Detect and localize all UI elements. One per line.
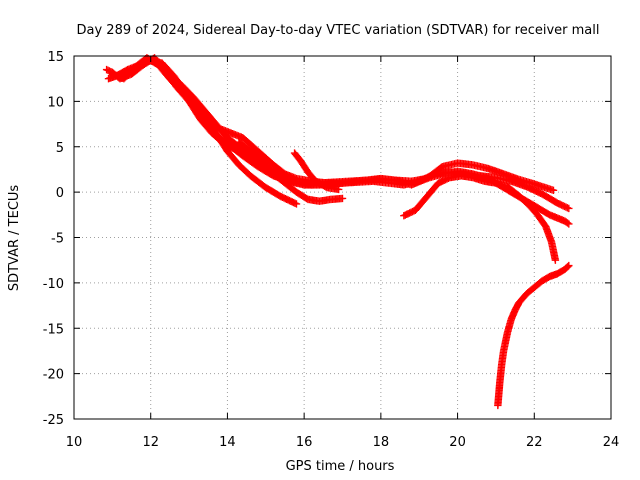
series-track-6 — [235, 138, 347, 205]
y-tick-label: 5 — [56, 141, 64, 156]
x-tick-label: 10 — [66, 435, 83, 450]
data-point — [334, 185, 343, 194]
y-tick-label: 15 — [47, 50, 64, 65]
data-point — [563, 219, 572, 227]
series-track-7 — [290, 149, 343, 194]
x-tick-label: 24 — [603, 435, 620, 450]
data-point — [565, 204, 573, 213]
series-track-9 — [494, 261, 573, 410]
data-point — [338, 194, 347, 203]
data-point — [303, 194, 311, 203]
data-points — [102, 54, 573, 410]
data-point — [551, 256, 560, 264]
data-point — [549, 186, 558, 195]
x-tick-label: 18 — [373, 435, 390, 450]
y-tick-labels: -25 -20 -15 -10 -5 0 5 10 15 — [43, 50, 64, 428]
axis-ticks — [73, 55, 612, 420]
x-tick-label: 12 — [142, 435, 159, 450]
data-point — [322, 183, 330, 191]
series-track-3 — [108, 54, 301, 208]
x-tick-label: 16 — [296, 435, 313, 450]
data-point — [564, 262, 572, 271]
y-tick-label: -5 — [51, 232, 64, 247]
y-tick-label: -20 — [43, 368, 64, 383]
series-track-1 — [102, 55, 347, 187]
y-tick-label: -15 — [43, 322, 64, 337]
data-point — [565, 261, 573, 270]
x-tick-label: 14 — [219, 435, 236, 450]
y-tick-label: 0 — [56, 186, 64, 201]
y-tick-label: 10 — [47, 95, 64, 110]
chart-title: Day 289 of 2024, Sidereal Day-to-day VTE… — [77, 23, 600, 38]
x-tick-labels: 10 12 14 16 18 20 22 24 — [66, 435, 620, 450]
x-axis-label: GPS time / hours — [286, 459, 395, 474]
data-point — [565, 220, 573, 228]
data-point — [292, 200, 301, 208]
series-track-4 — [127, 54, 558, 195]
x-tick-label: 20 — [449, 435, 466, 450]
y-tick-label: -10 — [43, 277, 64, 292]
grid — [74, 56, 611, 419]
y-axis-label: SDTVAR / TECUs — [7, 185, 22, 292]
y-tick-label: -25 — [43, 413, 64, 428]
series-track-8 — [400, 172, 560, 264]
x-tick-label: 22 — [526, 435, 543, 450]
